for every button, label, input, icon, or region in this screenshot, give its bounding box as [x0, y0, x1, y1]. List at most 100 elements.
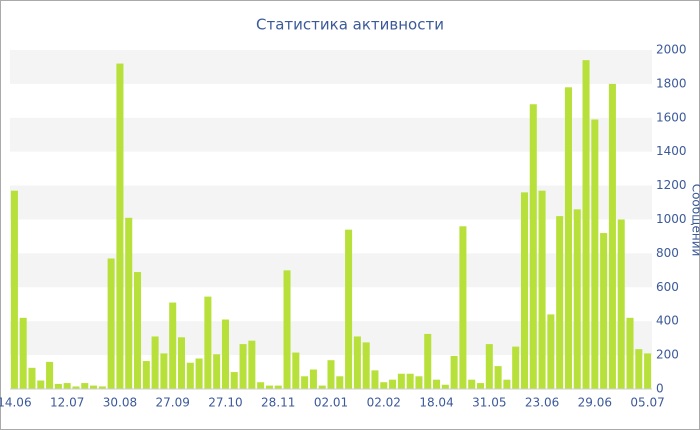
x-tick-label: 02.02: [367, 396, 401, 410]
bar: [169, 302, 177, 389]
bar: [327, 360, 335, 389]
bar: [485, 344, 493, 389]
bar: [151, 336, 159, 389]
bar: [644, 353, 652, 389]
bar: [186, 362, 194, 389]
y-tick-label: 800: [656, 246, 679, 260]
bar: [582, 60, 590, 390]
bar: [512, 346, 520, 389]
bar: [380, 382, 388, 389]
y-tick-label: 1400: [656, 144, 687, 158]
bar: [107, 258, 115, 389]
bar: [10, 190, 18, 389]
bar: [72, 386, 80, 389]
bar: [503, 379, 511, 389]
y-tick-label: 1800: [656, 76, 687, 90]
bar: [433, 379, 441, 389]
x-tick-label: 02.01: [314, 396, 348, 410]
x-tick-label: 18.04: [419, 396, 453, 410]
x-tick-label: 27.10: [208, 396, 242, 410]
bar: [46, 361, 54, 389]
bar: [626, 317, 634, 389]
x-tick-label: 12.07: [50, 396, 84, 410]
bar: [318, 385, 326, 389]
bar: [538, 190, 546, 389]
bar: [441, 384, 449, 389]
bar: [476, 383, 485, 389]
bar: [397, 373, 405, 389]
chart-title: Статистика активности: [256, 16, 444, 34]
bar: [424, 333, 432, 389]
bar: [459, 226, 467, 389]
bar: [600, 233, 608, 389]
x-tick-label: 05.07: [630, 396, 664, 410]
bar: [116, 63, 124, 390]
bar: [389, 379, 397, 389]
bar: [591, 119, 599, 390]
y-tick-label: 1000: [656, 212, 687, 226]
y-tick-label: 200: [656, 348, 679, 362]
x-tick-label: 31.05: [472, 396, 506, 410]
bar: [265, 385, 273, 389]
y-tick-label: 1200: [656, 178, 687, 192]
bar: [230, 372, 238, 389]
bar: [90, 385, 98, 389]
grid-band: [10, 321, 652, 356]
x-tick-label: 23.06: [525, 396, 559, 410]
bar: [520, 192, 528, 389]
bar: [547, 314, 555, 389]
grid-band: [10, 117, 652, 152]
x-tick-label: 27.09: [156, 396, 190, 410]
bar: [283, 270, 291, 389]
bar: [28, 367, 36, 389]
bar: [564, 87, 572, 389]
y-tick-label: 1600: [656, 110, 687, 124]
bar: [274, 385, 282, 389]
bar: [353, 336, 361, 389]
x-tick-label: 29.06: [578, 396, 612, 410]
bar: [19, 317, 27, 389]
bar: [345, 229, 353, 389]
bar: [257, 382, 265, 389]
bar: [221, 319, 229, 389]
bar: [134, 272, 142, 389]
bar: [494, 366, 502, 389]
y-tick-label: 2000: [656, 43, 687, 57]
bar: [204, 296, 212, 389]
bar: [336, 376, 344, 389]
y-tick-label: 400: [656, 314, 679, 328]
bar: [406, 373, 414, 389]
x-tick-label: 14.06: [0, 396, 32, 410]
bar: [248, 340, 256, 389]
bar: [160, 353, 168, 389]
y-tick-label: 0: [656, 382, 664, 396]
bar: [450, 355, 458, 389]
bar: [239, 344, 247, 389]
x-tick-label: 28.11: [261, 396, 295, 410]
bar: [54, 383, 62, 389]
bar: [309, 369, 317, 389]
grid-band: [10, 185, 652, 220]
bar: [529, 104, 537, 390]
y-axis-label: Сообщений: [690, 184, 700, 257]
bar: [468, 379, 476, 389]
bar: [608, 83, 616, 390]
bar: [415, 376, 423, 389]
bar: [617, 219, 625, 389]
bar: [362, 342, 370, 389]
bar: [63, 383, 71, 389]
bar: [195, 358, 203, 389]
bar: [635, 349, 643, 389]
bar: [213, 354, 221, 389]
y-tick-label: 600: [656, 280, 679, 294]
bar: [81, 383, 89, 389]
bar: [37, 380, 45, 389]
bar: [292, 352, 300, 389]
bar: [177, 337, 186, 389]
bar: [125, 217, 133, 389]
grid-band: [10, 253, 652, 288]
grid-band: [10, 50, 652, 84]
bar: [573, 209, 581, 389]
bar: [371, 370, 379, 389]
